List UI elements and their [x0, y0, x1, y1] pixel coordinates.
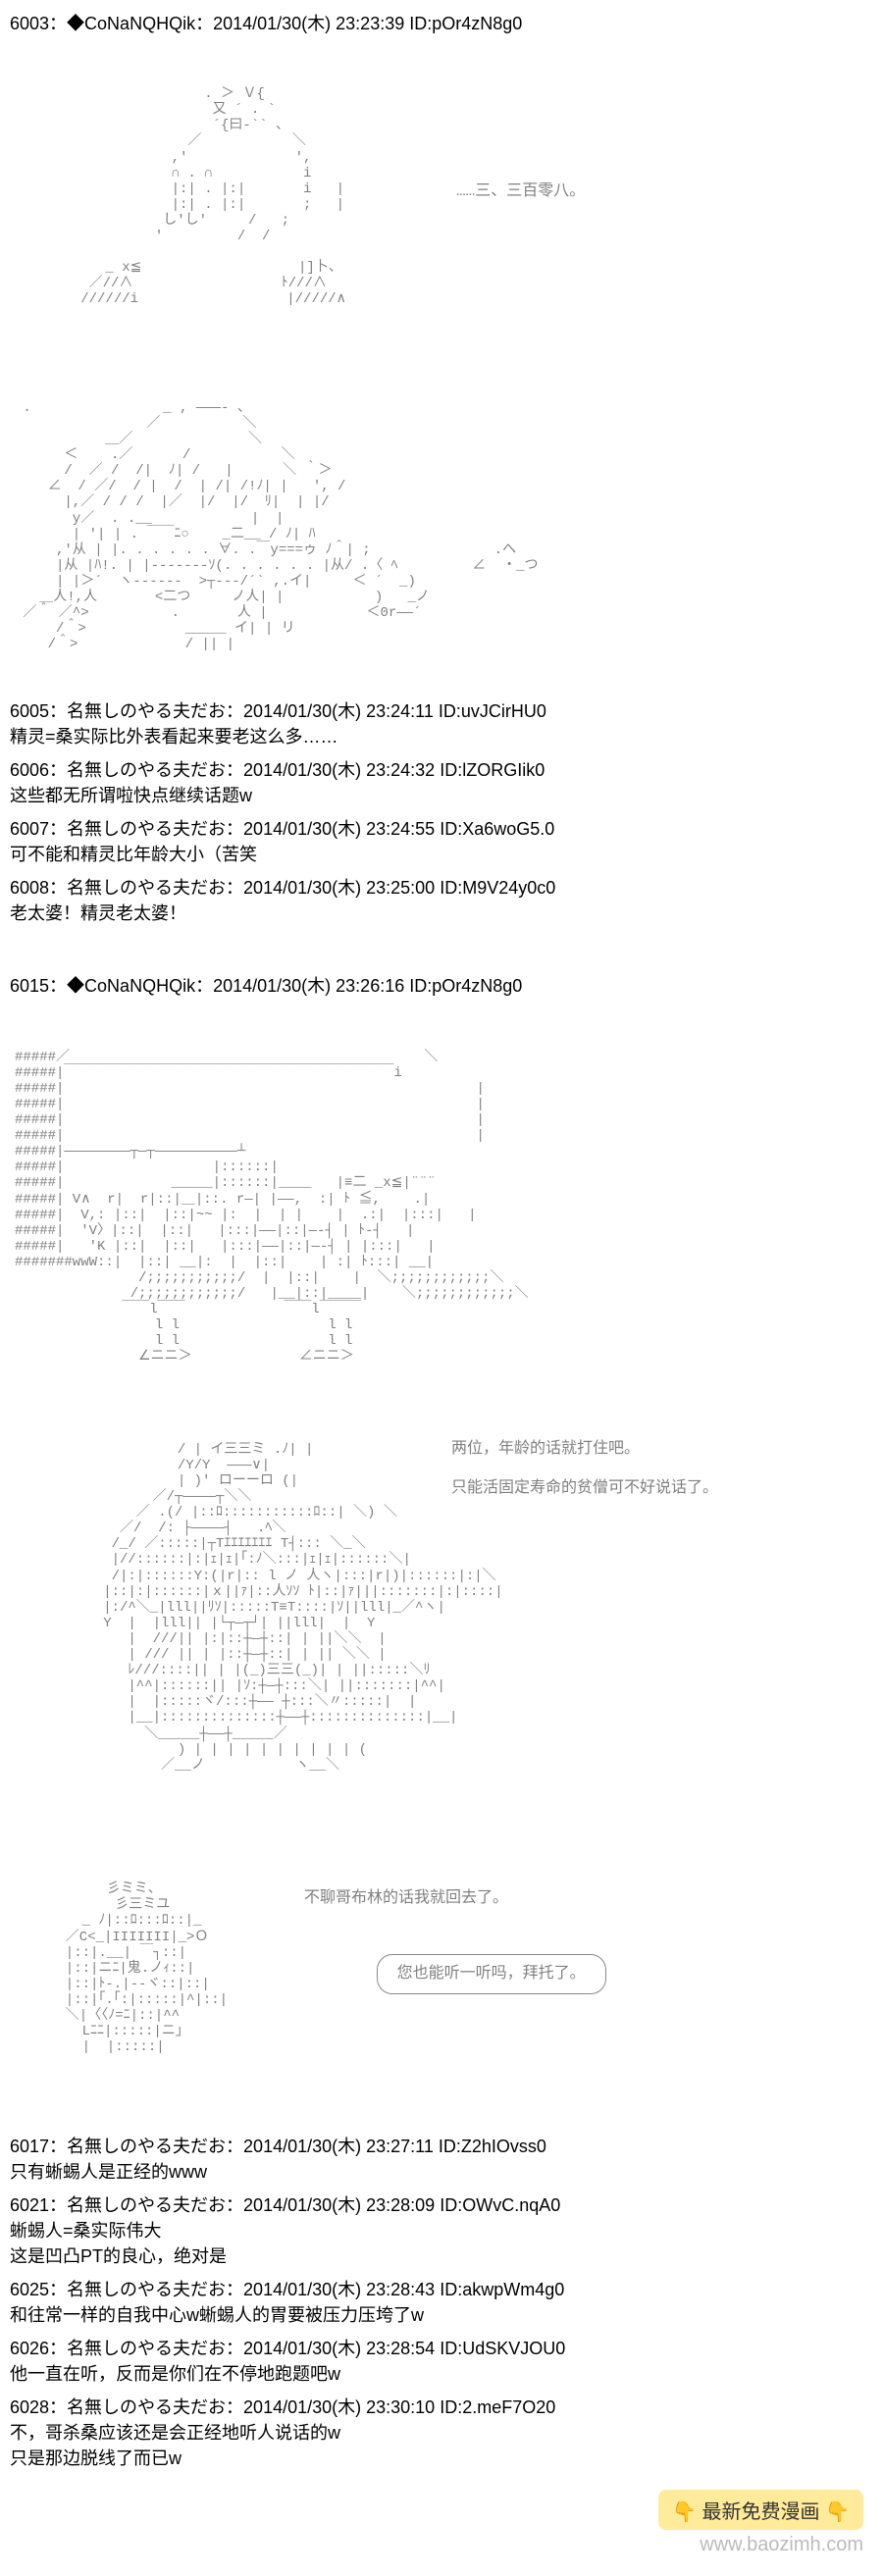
post-date: 2014/01/30(木) 23:24:11 [243, 701, 434, 721]
post-header: 6015：◆CoNaNQHQik：2014/01/30(木) 23:26:16 … [0, 972, 883, 998]
post-name: ◆CoNaNQHQik [67, 976, 195, 996]
post-id: ID:pOr4zN8g0 [409, 976, 522, 996]
post-number: 6003 [10, 14, 49, 33]
post: 6021：名無しのやる夫だお：2014/01/30(木) 23:28:09 ID… [0, 2191, 883, 2268]
post: 6005：名無しのやる夫だお：2014/01/30(木) 23:24:11 ID… [0, 697, 883, 748]
post-number: 6025 [10, 2280, 49, 2299]
speech-text: 只能活固定寿命的贫僧可不好说话了。 [451, 1479, 805, 1497]
post-body: 老太婆！精灵老太婆！ [0, 900, 883, 925]
post-name: 名無しのやる夫だお [67, 2339, 226, 2358]
post-header: 6007：名無しのやる夫だお：2014/01/30(木) 23:24:55 ID… [0, 815, 883, 841]
ascii-art-block: . _ , ―――- 、 ／ ＼ ＿／ ＼ ＜ .／ / ＼ / ／ / /| … [15, 369, 883, 669]
post-header: 6026：名無しのやる夫だお：2014/01/30(木) 23:28:54 ID… [0, 2335, 883, 2360]
post-number: 6015 [10, 976, 49, 996]
post-body: 精灵=桑实际比外表看起来要老这么多…… [0, 723, 883, 748]
finger-icon: 👇 [825, 2501, 850, 2523]
post: 6003：◆CoNaNQHQik：2014/01/30(木) 23:23:39 … [0, 10, 883, 35]
watermark-text: 最新免费漫画 [702, 2501, 820, 2523]
ascii-art-block: #####／ ＼ #####|￣￣￣￣￣￣￣￣￣￣￣￣￣￣￣￣￣￣￣￣￣￣￣￣i… [15, 1017, 883, 1380]
post-id: ID:UdSKVJOU0 [440, 2339, 565, 2358]
post-id: ID:lZORGIik0 [440, 760, 545, 780]
speech-text: ……三、三百零八。 [456, 182, 751, 200]
ascii-art-block: . ＞ Ｖ{ 又 ´ . ` ´{曰-`` 、 ／ ＼ ,′ ', ∩ . ∩ … [15, 55, 883, 339]
post-name: 名無しのやる夫だお [67, 2137, 226, 2156]
post-date: 2014/01/30(木) 23:24:55 [243, 819, 435, 839]
post-date: 2014/01/30(木) 23:25:00 [243, 878, 435, 898]
post: 6015：◆CoNaNQHQik：2014/01/30(木) 23:26:16 … [0, 972, 883, 998]
ascii-art: #####／ ＼ #####|￣￣￣￣￣￣￣￣￣￣￣￣￣￣￣￣￣￣￣￣￣￣￣￣i… [15, 1050, 883, 1365]
post-body: 可不能和精灵比年龄大小（苦笑 [0, 841, 883, 866]
post-number: 6007 [10, 819, 49, 839]
post-date: 2014/01/30(木) 23:28:54 [243, 2339, 435, 2358]
ascii-art: . _ , ―――- 、 ／ ＼ ＿／ ＼ ＜ .／ / ＼ / ／ / /| … [15, 400, 883, 653]
post-id: ID:Z2hIOvss0 [439, 2137, 546, 2156]
post-date: 2014/01/30(木) 23:24:32 [243, 760, 435, 780]
post: 6026：名無しのやる夫だお：2014/01/30(木) 23:28:54 ID… [0, 2335, 883, 2386]
post: 6028：名無しのやる夫だお：2014/01/30(木) 23:30:10 ID… [0, 2394, 883, 2470]
post-date: 2014/01/30(木) 23:26:16 [213, 976, 404, 996]
post-date: 2014/01/30(木) 23:28:09 [243, 2195, 435, 2215]
post-number: 6026 [10, 2339, 49, 2358]
ascii-art-block: 彡ミミ、 彡三ミユ _ ﾉ|::ﾛ:::ﾛ::|_ ／C<_|IIIIIII|_… [49, 1850, 883, 2103]
speech-bubble: 您也能听一听吗，拜托了。 [377, 1954, 606, 1993]
post-id: ID:M9V24y0c0 [440, 878, 555, 898]
speech-text: 不聊哥布林的话我就回去了。 [304, 1889, 598, 1907]
post-name: 名無しのやる夫だお [67, 701, 226, 721]
post-header: 6025：名無しのやる夫だお：2014/01/30(木) 23:28:43 ID… [0, 2276, 883, 2301]
post-name: 名無しのやる夫だお [67, 878, 226, 898]
post-id: ID:2.meF7O20 [440, 2397, 555, 2417]
post-body: 只有蜥蜴人是正经的www [0, 2158, 883, 2184]
post-id: ID:akwpWm4g0 [440, 2280, 564, 2299]
post: 6007：名無しのやる夫だお：2014/01/30(木) 23:24:55 ID… [0, 815, 883, 866]
post-date: 2014/01/30(木) 23:23:39 [213, 14, 404, 33]
post-name: 名無しのやる夫だお [67, 819, 226, 839]
post-number: 6017 [10, 2137, 49, 2156]
ascii-art: . ＞ Ｖ{ 又 ´ . ` ´{曰-`` 、 ／ ＼ ,′ ', ∩ . ∩ … [15, 86, 883, 307]
post-body: 他一直在听，反而是你们在不停地跑题吧w [0, 2360, 883, 2386]
post-date: 2014/01/30(木) 23:27:11 [243, 2137, 434, 2156]
post-header: 6006：名無しのやる夫だお：2014/01/30(木) 23:24:32 ID… [0, 756, 883, 782]
post-body: 不，哥杀桑应该还是会正经地听人说话的w 只是那边脱线了而已w [0, 2419, 883, 2470]
post-date: 2014/01/30(木) 23:30:10 [243, 2397, 435, 2417]
post-header: 6008：名無しのやる夫だお：2014/01/30(木) 23:25:00 ID… [0, 874, 883, 900]
watermark-url: www.baozimh.com [658, 2534, 863, 2556]
speech-text: 两位，年龄的话就打住吧。 [451, 1440, 746, 1458]
post-name: ◆CoNaNQHQik [67, 14, 195, 33]
post-name: 名無しのやる夫だお [67, 760, 226, 780]
post: 6008：名無しのやる夫だお：2014/01/30(木) 23:25:00 ID… [0, 874, 883, 925]
post-number: 6005 [10, 701, 49, 721]
post-date: 2014/01/30(木) 23:28:43 [243, 2280, 435, 2299]
post-number: 6006 [10, 760, 49, 780]
post-name: 名無しのやる夫だお [67, 2195, 226, 2215]
post-header: 6021：名無しのやる夫だお：2014/01/30(木) 23:28:09 ID… [0, 2191, 883, 2217]
post-header: 6005：名無しのやる夫だお：2014/01/30(木) 23:24:11 ID… [0, 697, 883, 723]
post: 6025：名無しのやる夫だお：2014/01/30(木) 23:28:43 ID… [0, 2276, 883, 2327]
post-body: 蜥蜴人=桑实际伟大 这是凹凸PT的良心，绝对是 [0, 2217, 883, 2268]
post-number: 6021 [10, 2195, 49, 2215]
post-number: 6008 [10, 878, 49, 898]
watermark: 👇 最新免费漫画 👇 www.baozimh.com [658, 2490, 863, 2556]
post-header: 6028：名無しのやる夫だお：2014/01/30(木) 23:30:10 ID… [0, 2394, 883, 2419]
finger-icon: 👇 [672, 2501, 697, 2523]
post-name: 名無しのやる夫だお [67, 2280, 226, 2299]
post-body: 这些都无所谓啦快点继续话题w [0, 782, 883, 807]
post: 6006：名無しのやる夫だお：2014/01/30(木) 23:24:32 ID… [0, 756, 883, 807]
post-number: 6028 [10, 2397, 49, 2417]
post: 6017：名無しのやる夫だお：2014/01/30(木) 23:27:11 ID… [0, 2133, 883, 2184]
ascii-art-block: / | イ三三ミ .ﾉ| | /Y/Y ―――∨| | )′ ローーロ (| ／… [78, 1411, 883, 1821]
post-header: 6003：◆CoNaNQHQik：2014/01/30(木) 23:23:39 … [0, 10, 883, 35]
watermark-banner: 👇 最新免费漫画 👇 [658, 2490, 863, 2530]
post-body: 和往常一样的自我中心w蜥蜴人的胃要被压力压垮了w [0, 2301, 883, 2327]
post-header: 6017：名無しのやる夫だお：2014/01/30(木) 23:27:11 ID… [0, 2133, 883, 2158]
post-id: ID:pOr4zN8g0 [409, 14, 522, 33]
post-id: ID:Xa6woG5.0 [440, 819, 554, 839]
post-id: ID:OWvC.nqA0 [440, 2195, 560, 2215]
post-id: ID:uvJCirHU0 [439, 701, 546, 721]
post-name: 名無しのやる夫だお [67, 2397, 226, 2417]
